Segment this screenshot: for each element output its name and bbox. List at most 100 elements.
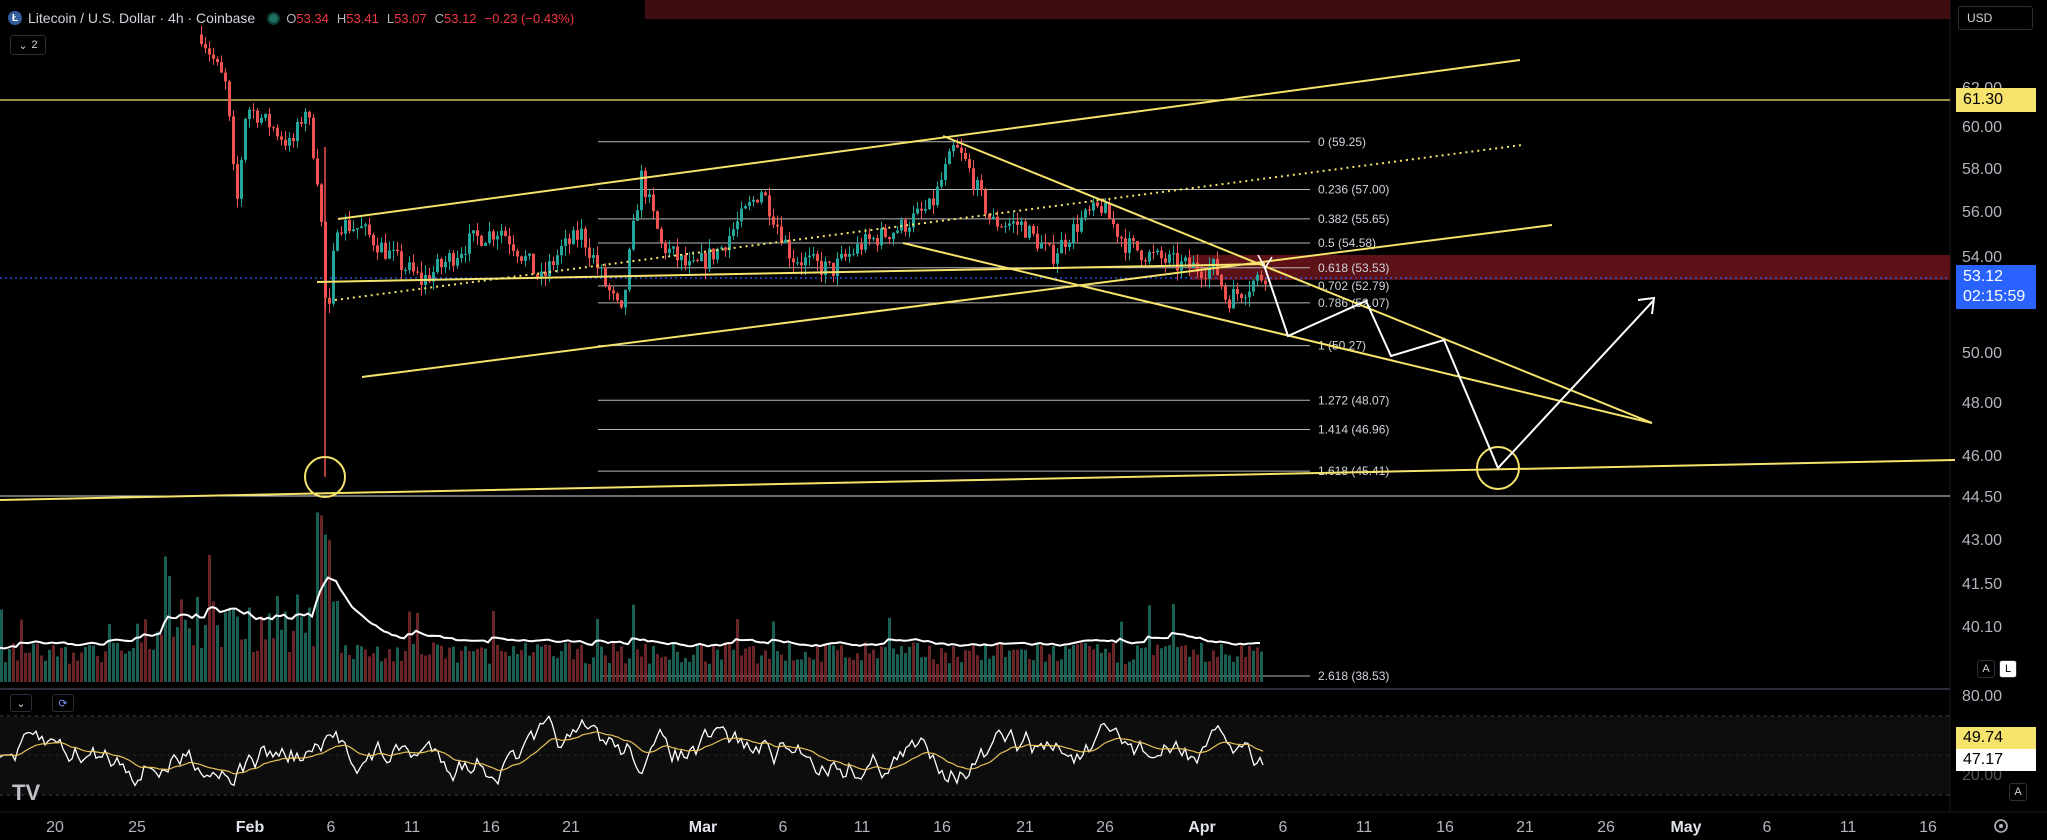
volume-bar [1008,650,1011,682]
volume-bar [56,656,59,682]
candle-body [608,285,611,291]
ohlc-item: O53.34 [286,11,329,26]
volume-bar [1160,648,1163,682]
ohlc-item: −0.23 (−0.43%) [485,11,575,26]
volume-bar [488,663,491,682]
candle-body [356,228,359,230]
time-axis[interactable]: 20 25 Feb 6 11 16 21 Mar 6 11 16 21 26 Apr 6 11 16 21 26 Ma… [46,819,1937,836]
volume-bar [828,644,831,682]
candle-body [596,255,599,269]
wedge-lower-line[interactable] [902,242,1653,424]
volume-bar [1152,655,1155,682]
volume-bar [424,655,427,682]
fib-level-label: 0.618 (53.53) [1318,261,1389,275]
candle-body [836,258,839,277]
candle-body [616,293,619,301]
volume-bar [412,643,415,682]
volume-bar [548,645,551,682]
candle-body [548,261,551,276]
target-marker-circle[interactable] [1476,446,1520,490]
candle-body [1228,299,1231,309]
volume-bar [40,655,43,682]
volume-bar [656,653,659,682]
low-marker-circle[interactable] [304,456,346,498]
candle-body [588,247,591,258]
volume-bar [980,659,983,682]
volume-bar [1056,660,1059,682]
wedge-upper-line[interactable] [942,135,1653,424]
channel-upper-line[interactable] [337,59,1521,220]
volume-bar [1044,661,1047,682]
candle-body [656,211,659,229]
time-axis-label: 11 [1840,819,1857,836]
long-trendline[interactable] [0,459,1956,501]
candle-body [1128,238,1131,253]
volume-bar [208,554,211,682]
candle-body [252,109,255,111]
ohlc-key: H [336,10,347,26]
volume-bar [8,648,11,682]
volume-bar [788,643,791,682]
time-axis-label: 11 [854,819,871,836]
candle-body [964,152,967,160]
candle-body [684,255,687,266]
pane-refresh-button[interactable]: ⟳ [52,694,74,712]
volume-bar [52,645,55,682]
log-scale-button[interactable]: L [1999,660,2017,678]
volume-bar [1244,656,1247,682]
ohlc-item: L53.07 [387,11,427,26]
candle-body [648,194,651,198]
volume-bar [324,534,327,682]
pane-collapse-button[interactable]: ⌄ [10,694,32,712]
volume-bar [608,662,611,682]
volume-bar [1016,649,1019,682]
channel-mid-dotted-line[interactable] [334,144,1523,301]
volume-bar [876,658,879,682]
projection-path[interactable] [1264,267,1655,470]
volume-bar [764,650,767,682]
volume-bar [612,642,615,682]
price-tick-label: 46.00 [1962,448,2002,465]
currency-button[interactable]: USD [1958,6,2033,30]
candle-body [416,271,419,273]
auto-scale-button[interactable]: A [1977,660,1995,678]
current-price-value: 53.12 [1963,268,2004,285]
projection-arrowhead [1637,296,1656,315]
settings-gear-icon[interactable] [1994,819,2008,833]
candle-body [632,220,635,250]
volume-bar [288,651,291,682]
small-support-trend[interactable] [316,263,1266,283]
candle-body [916,208,919,214]
channel-lower-line[interactable] [361,224,1553,378]
level-price-tag: 61.30 [1956,88,2036,112]
volume-bar [1036,643,1039,682]
candle-body [808,255,811,258]
volume-bar [60,647,63,682]
candle-body [312,117,315,159]
indicator-collapse-toggle[interactable]: ⌄ 2 [10,35,46,55]
candle-body [512,244,515,251]
volume-bar [852,659,855,682]
volume-bar [204,624,207,682]
osc-auto-scale-button[interactable]: A [2009,783,2027,801]
volume-bar [1028,659,1031,682]
volume-bar [856,653,859,682]
symbol-title[interactable]: Litecoin / U.S. Dollar · 4h · Coinbase [28,10,256,26]
volume-bar [1084,642,1087,682]
volume-bar [384,658,387,682]
candle-body [544,271,547,276]
volume-bar [780,654,783,682]
fib-level-label: 2.618 (38.53) [1318,669,1389,683]
price-axis[interactable]: 62.0060.0058.0056.0054.0050.0048.0046.00… [1962,80,2002,636]
price-tick-label: 40.10 [1962,619,2002,636]
volume-bar [76,660,79,682]
volume-bar [480,647,483,682]
volume-bar [584,663,587,682]
volume-bar [116,643,119,682]
volume-bar [972,645,975,682]
volume-bar [916,642,919,682]
volume-bar [228,607,231,682]
candle-body [560,245,563,256]
volume-bar [312,646,315,682]
